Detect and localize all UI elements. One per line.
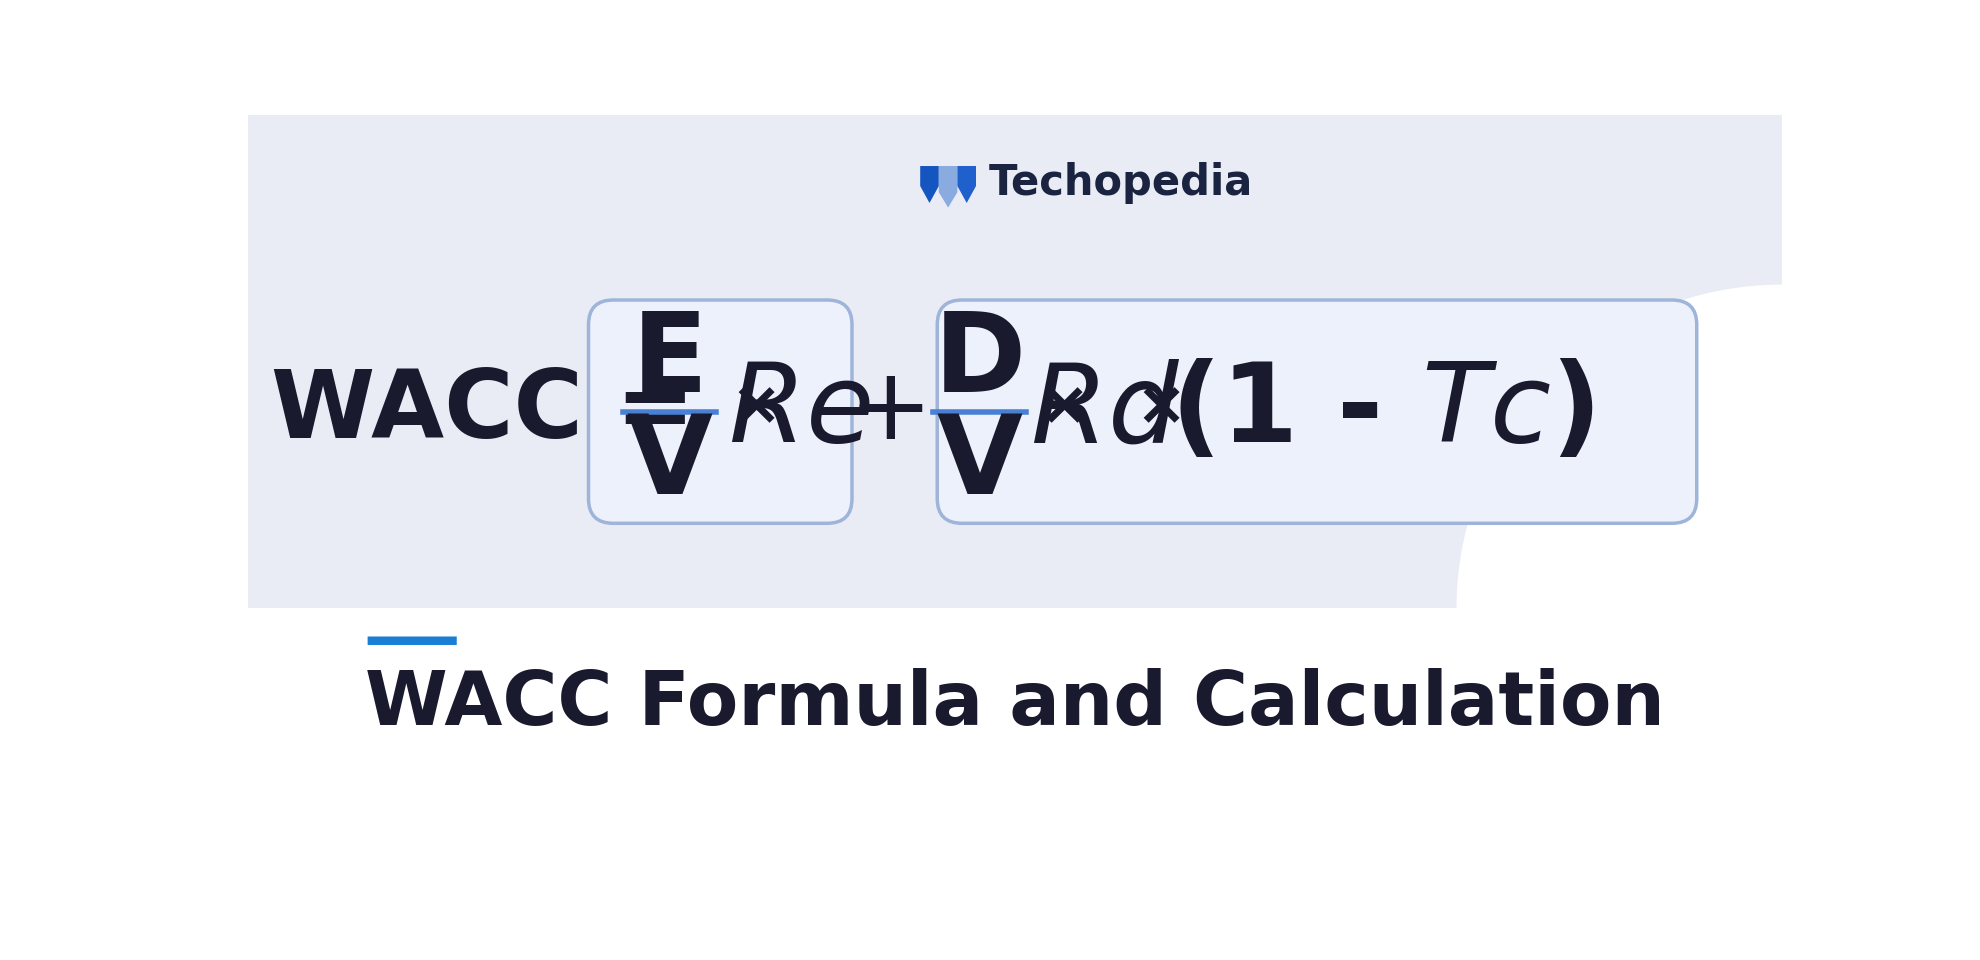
Text: $\mathit{Rd}$: $\mathit{Rd}$ [1030,358,1180,466]
Text: (1 - $\mathit{Tc}$): (1 - $\mathit{Tc}$) [1170,358,1594,466]
Text: V: V [628,410,713,516]
Text: ×: × [1038,378,1089,438]
Bar [248,115,1782,608]
Text: ×: × [1135,378,1186,438]
Text: WACC =: WACC = [271,366,695,458]
Polygon shape [958,166,976,203]
Text: $\mathit{Re}$: $\mathit{Re}$ [729,358,871,466]
Text: WACC Formula and Calculation: WACC Formula and Calculation [364,668,1665,741]
Polygon shape [921,166,939,203]
Text: +: + [849,363,933,460]
FancyBboxPatch shape [368,636,457,645]
Text: Techopedia: Techopedia [988,162,1253,204]
Text: V: V [937,410,1024,516]
Text: ×: × [731,378,782,438]
Polygon shape [939,166,958,207]
FancyBboxPatch shape [588,300,851,523]
Text: D: D [935,308,1026,415]
FancyBboxPatch shape [937,300,1697,523]
Circle shape [1457,284,1980,931]
Text: E: E [632,308,709,415]
